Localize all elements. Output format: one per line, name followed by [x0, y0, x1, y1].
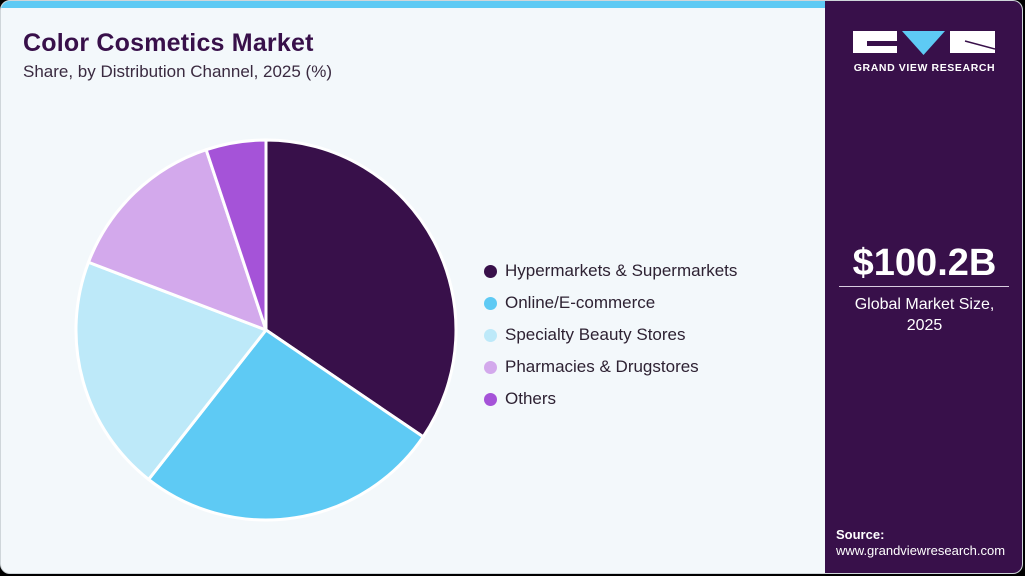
- pie-slice: [147, 328, 425, 522]
- legend-label: Hypermarkets & Supermarkets: [505, 261, 738, 280]
- legend-label: Specialty Beauty Stores: [505, 325, 686, 344]
- legend-dot-icon: [484, 328, 497, 342]
- brand-name: GRAND VIEW RESEARCH: [853, 62, 996, 74]
- legend-dot-icon: [484, 296, 497, 310]
- pie-slice: [264, 138, 458, 439]
- legend-label: Others: [505, 389, 557, 408]
- market-size-value: $100.2B: [852, 242, 997, 284]
- pie-chart: [74, 138, 458, 522]
- market-size-label: Global Market Size, 2025: [825, 294, 1022, 336]
- divider: [839, 286, 1009, 287]
- legend-item: Online/E-commerce: [484, 287, 737, 319]
- legend-dot-icon: [484, 360, 497, 374]
- legend-item: Hypermarkets & Supermarkets: [484, 255, 737, 287]
- legend-label: Pharmacies & Drugstores: [505, 357, 699, 376]
- legend-item: Pharmacies & Drugstores: [484, 351, 737, 383]
- legend-dot-icon: [484, 392, 497, 406]
- legend-dot-icon: [484, 264, 497, 278]
- chart-title: Color Cosmetics Market: [23, 29, 314, 57]
- pie-slice: [74, 260, 268, 481]
- market-size-label-line1: Global Market Size,: [854, 296, 995, 313]
- market-size-label-line2: 2025: [906, 317, 943, 334]
- pie-slice: [204, 138, 268, 332]
- chart-legend: Hypermarkets & Supermarkets Online/E-comm…: [484, 255, 737, 415]
- legend-label: Online/E-commerce: [505, 293, 656, 312]
- chart-subtitle: Share, by Distribution Channel, 2025 (%): [23, 62, 332, 81]
- info-sidebar: GRAND VIEW RESEARCH $100.2B Global Marke…: [825, 1, 1022, 573]
- source-label: Source:: [836, 527, 885, 542]
- gvr-logo-icon: [853, 31, 995, 55]
- legend-item: Others: [484, 383, 737, 415]
- legend-item: Specialty Beauty Stores: [484, 319, 737, 351]
- pie-slice: [86, 148, 268, 332]
- accent-bar: [1, 1, 825, 8]
- source-link[interactable]: www.grandviewresearch.com: [836, 543, 1006, 558]
